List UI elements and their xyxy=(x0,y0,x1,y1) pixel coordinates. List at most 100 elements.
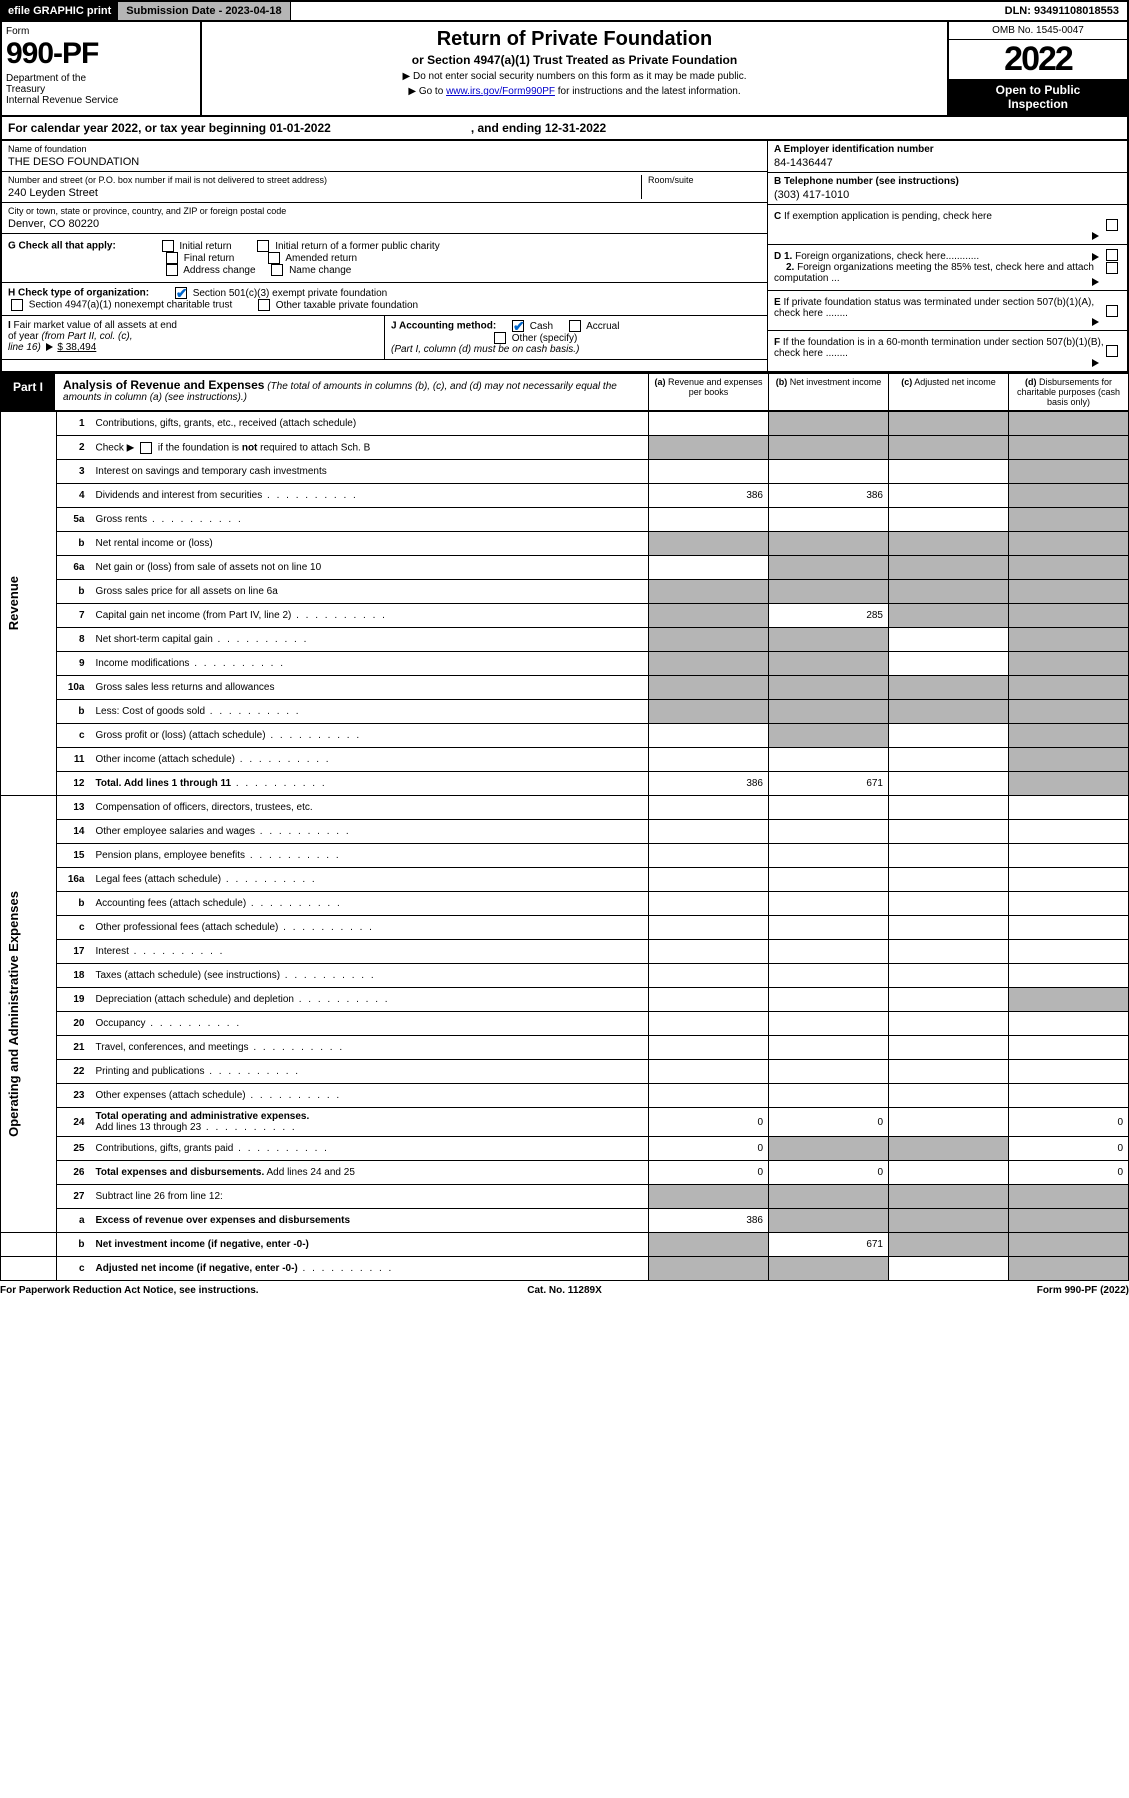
part1-title: Analysis of Revenue and Expenses (The to… xyxy=(55,374,648,410)
cb-d1[interactable] xyxy=(1106,249,1118,261)
header-right: OMB No. 1545-0047 2022 Open to PublicIns… xyxy=(947,22,1127,115)
cb-addr-change[interactable] xyxy=(166,264,178,276)
cb-f[interactable] xyxy=(1106,345,1118,357)
row-26: 26Total expenses and disbursements. Add … xyxy=(1,1161,1129,1185)
row-13: Operating and Administrative Expenses13C… xyxy=(1,796,1129,820)
row-5a: 5aGross rents xyxy=(1,508,1129,532)
form-label: Form xyxy=(6,26,196,37)
form-header: Form 990-PF Department of theTreasuryInt… xyxy=(0,22,1129,117)
cal-text1: For calendar year 2022, or tax year begi… xyxy=(8,121,331,135)
row-27a: aExcess of revenue over expenses and dis… xyxy=(1,1209,1129,1233)
row-1: Revenue1Contributions, gifts, grants, et… xyxy=(1,412,1129,436)
d2-label: Foreign organizations meeting the 85% te… xyxy=(774,262,1094,284)
instr2-pre: ▶ Go to xyxy=(408,86,446,97)
row-15: 15Pension plans, employee benefits xyxy=(1,844,1129,868)
dept-text: Department of theTreasuryInternal Revenu… xyxy=(6,73,196,106)
footer-mid: Cat. No. 11289X xyxy=(376,1285,752,1296)
footer-left: For Paperwork Reduction Act Notice, see … xyxy=(0,1285,376,1296)
form-number: 990-PF xyxy=(6,37,196,71)
cb-other-tax[interactable] xyxy=(258,299,270,311)
cb-initial-public[interactable] xyxy=(257,240,269,252)
row-14: 14Other employee salaries and wages xyxy=(1,820,1129,844)
cb-initial-return[interactable] xyxy=(162,240,174,252)
row-27c: cAdjusted net income (if negative, enter… xyxy=(1,1257,1129,1281)
info-right: A Employer identification number 84-1436… xyxy=(767,141,1127,371)
i-val: $ 38,494 xyxy=(57,342,96,353)
cb-501c3[interactable] xyxy=(175,287,187,299)
cal-text2: , and ending 12-31-2022 xyxy=(471,121,606,135)
row-7: 7Capital gain net income (from Part IV, … xyxy=(1,604,1129,628)
section-i: I Fair market value of all assets at end… xyxy=(2,316,385,359)
city-val: Denver, CO 80220 xyxy=(8,218,761,230)
row-6a: 6aNet gain or (loss) from sale of assets… xyxy=(1,556,1129,580)
cb-final-return[interactable] xyxy=(166,252,178,264)
cb-name-change[interactable] xyxy=(271,264,283,276)
instr2-post: for instructions and the latest informat… xyxy=(555,86,741,97)
cb-other-method[interactable] xyxy=(494,332,506,344)
cb-amended[interactable] xyxy=(268,252,280,264)
d1-label: Foreign organizations, check here.......… xyxy=(795,251,979,262)
triangle-icon xyxy=(1092,318,1099,326)
f-label: If the foundation is in a 60-month termi… xyxy=(774,337,1104,359)
section-j: J Accounting method: Cash Accrual Other … xyxy=(385,316,767,359)
e-row: E If private foundation status was termi… xyxy=(768,291,1127,331)
cb-c[interactable] xyxy=(1106,219,1118,231)
address-row: Number and street (or P.O. box number if… xyxy=(2,172,767,203)
footer: For Paperwork Reduction Act Notice, see … xyxy=(0,1281,1129,1300)
name-val: THE DESO FOUNDATION xyxy=(8,156,761,168)
row-16b: bAccounting fees (attach schedule) xyxy=(1,892,1129,916)
col-d-hdr: (d) Disbursements for charitable purpose… xyxy=(1008,374,1128,410)
g-opt-5: Name change xyxy=(289,265,351,276)
h-opt3: Other taxable private foundation xyxy=(276,300,418,311)
row-8: 8Net short-term capital gain xyxy=(1,628,1129,652)
instr-2: ▶ Go to www.irs.gov/Form990PF for instru… xyxy=(212,86,937,97)
cb-schb[interactable] xyxy=(140,442,152,454)
side-revenue: Revenue xyxy=(6,576,21,630)
omb-number: OMB No. 1545-0047 xyxy=(949,22,1127,40)
row-17: 17Interest xyxy=(1,940,1129,964)
header-left: Form 990-PF Department of theTreasuryInt… xyxy=(2,22,202,115)
cb-4947[interactable] xyxy=(11,299,23,311)
row-3: 3Interest on savings and temporary cash … xyxy=(1,460,1129,484)
g-opt-2: Final return xyxy=(184,253,235,264)
row-10a: 10aGross sales less returns and allowanc… xyxy=(1,676,1129,700)
c-row: C If exemption application is pending, c… xyxy=(768,205,1127,245)
cb-d2[interactable] xyxy=(1106,262,1118,274)
cb-accrual[interactable] xyxy=(569,320,581,332)
cb-cash[interactable] xyxy=(512,320,524,332)
addr-val: 240 Leyden Street xyxy=(8,187,641,199)
ein-row: A Employer identification number 84-1436… xyxy=(768,141,1127,173)
part1-header: Part I Analysis of Revenue and Expenses … xyxy=(0,373,1129,411)
efile-label: efile GRAPHIC print xyxy=(2,2,117,20)
instr-link[interactable]: www.irs.gov/Form990PF xyxy=(446,86,555,97)
addr-label: Number and street (or P.O. box number if… xyxy=(8,175,641,185)
row-19: 19Depreciation (attach schedule) and dep… xyxy=(1,988,1129,1012)
row-16c: cOther professional fees (attach schedul… xyxy=(1,916,1129,940)
triangle-icon xyxy=(1092,278,1099,286)
row-12: 12Total. Add lines 1 through 11386671 xyxy=(1,772,1129,796)
dln: DLN: 93491108018553 xyxy=(997,2,1127,20)
h-label: H Check type of organization: xyxy=(8,288,149,299)
triangle-icon xyxy=(1092,359,1099,367)
row-2: 2Check ▶ if the foundation is not requir… xyxy=(1,436,1129,460)
part1-table: Revenue1Contributions, gifts, grants, et… xyxy=(0,411,1129,1281)
form-title: Return of Private Foundation xyxy=(212,28,937,51)
a-label: A Employer identification number xyxy=(774,144,934,155)
section-h: H Check type of organization: Section 50… xyxy=(2,283,767,316)
j-label: J Accounting method: xyxy=(391,321,496,332)
footer-right: Form 990-PF (2022) xyxy=(753,1285,1129,1296)
cb-e[interactable] xyxy=(1106,305,1118,317)
row-27b: bNet investment income (if negative, ent… xyxy=(1,1233,1129,1257)
f-row: F If the foundation is in a 60-month ter… xyxy=(768,331,1127,371)
instr-1: ▶ Do not enter social security numbers o… xyxy=(212,71,937,82)
g-opt-1: Initial return of a former public charit… xyxy=(275,241,440,252)
a-val: 84-1436447 xyxy=(774,157,1121,169)
row-10c: cGross profit or (loss) (attach schedule… xyxy=(1,724,1129,748)
row-6b: bGross sales price for all assets on lin… xyxy=(1,580,1129,604)
side-expenses: Operating and Administrative Expenses xyxy=(6,891,21,1137)
tax-year: 2022 xyxy=(949,40,1127,79)
row-11: 11Other income (attach schedule) xyxy=(1,748,1129,772)
city-row: City or town, state or province, country… xyxy=(2,203,767,234)
name-label: Name of foundation xyxy=(8,144,761,154)
j-note: (Part I, column (d) must be on cash basi… xyxy=(391,344,579,355)
